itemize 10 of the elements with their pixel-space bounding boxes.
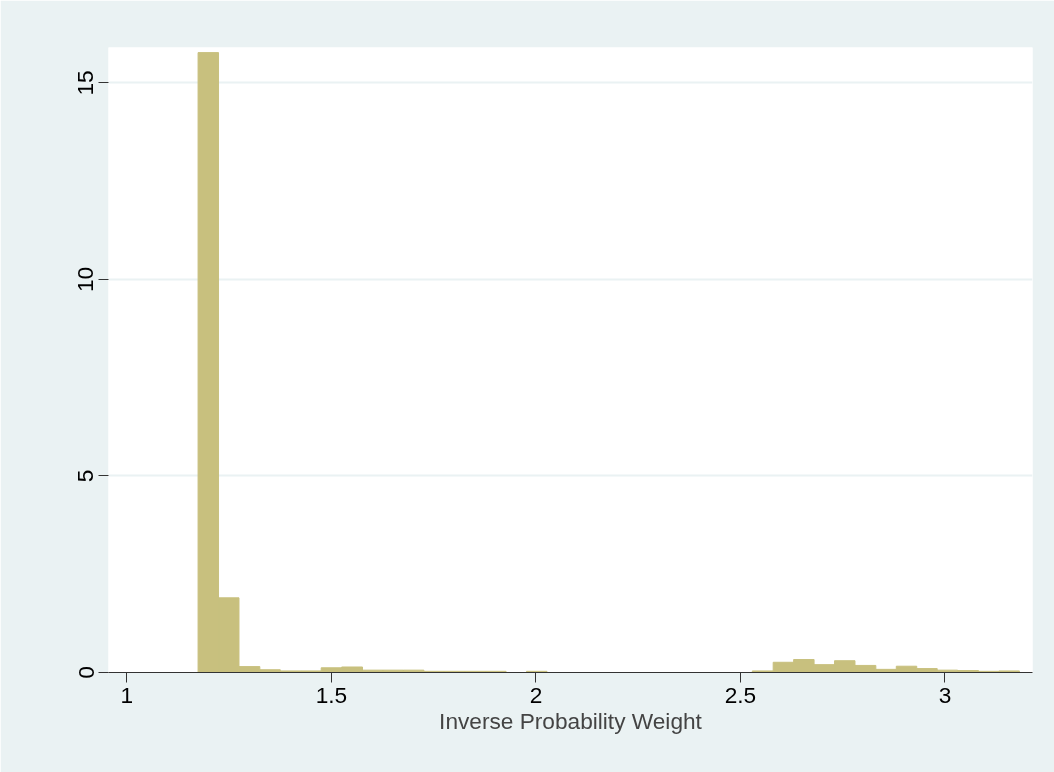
x-tick-label: 3 <box>938 681 952 708</box>
y-tick-label: 0 <box>72 666 99 679</box>
y-tick-label: 10 <box>72 266 99 293</box>
x-tick-label: 1.5 <box>315 681 348 708</box>
x-tick-label: 2.5 <box>724 681 757 708</box>
x-tick-label: 1 <box>120 681 134 708</box>
x-axis-title: Inverse Probability Weight <box>439 707 703 734</box>
y-tick-label: 5 <box>72 469 99 483</box>
y-tick-label: 15 <box>72 70 99 96</box>
x-tick-label: 2 <box>529 681 543 708</box>
